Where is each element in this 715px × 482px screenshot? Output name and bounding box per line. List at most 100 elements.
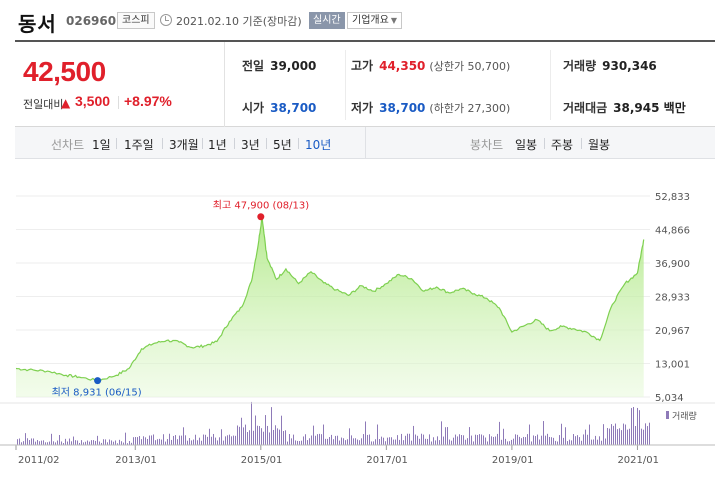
tab-1day[interactable]: 1일	[92, 138, 111, 152]
volume-bar	[287, 441, 288, 445]
volume-bar	[435, 440, 436, 445]
volume-bar	[421, 433, 422, 445]
volume-bar	[141, 439, 142, 445]
volume-bar	[379, 439, 380, 445]
range-split-divider	[365, 127, 366, 159]
price-chart-svg: 52,833 44,866 36,900 28,933 20,967 13,001 5,03…	[0, 192, 715, 466]
x-tick-label: 2021/01	[617, 455, 659, 466]
volume-bar	[67, 441, 68, 445]
volume-bar	[293, 434, 294, 445]
volume-bar	[55, 442, 56, 445]
volume-bar	[271, 407, 272, 445]
company-overview-button[interactable]: 기업개요 ▼	[347, 12, 402, 29]
volume-stat: 거래량 930,346	[563, 57, 657, 74]
realtime-button[interactable]: 실시간	[309, 12, 345, 29]
volume-bar	[467, 438, 468, 445]
tab-separator	[544, 138, 545, 149]
volume-bar	[315, 435, 316, 445]
low-stat: 저가 38,700 (하한가 27,300)	[351, 99, 510, 116]
volume-bar	[555, 440, 556, 445]
lower-limit: (하한가 27,300)	[429, 102, 511, 115]
volume-bar	[95, 440, 96, 445]
volume-bar	[319, 433, 320, 445]
volume-bar	[377, 424, 378, 445]
volume-bar	[527, 434, 528, 445]
volume-bar	[385, 441, 386, 445]
volume-bar	[595, 435, 596, 445]
volume-bar	[503, 428, 504, 445]
volume-bar	[381, 436, 382, 445]
volume-bar	[389, 437, 390, 445]
volume-bar	[561, 423, 562, 445]
tab-daily-candle[interactable]: 일봉	[515, 138, 538, 152]
volume-bar	[313, 425, 314, 445]
change-amount: 3,500	[75, 93, 111, 109]
tab-3month[interactable]: 3개월	[169, 138, 199, 152]
volume-bar	[35, 441, 36, 445]
volume-bar	[491, 436, 492, 445]
tab-weekly-candle[interactable]: 주봉	[551, 138, 574, 152]
volume-bar	[629, 428, 630, 445]
min-marker	[94, 377, 102, 385]
volume-bar	[647, 426, 648, 445]
y-tick-label: 20,967	[655, 326, 690, 337]
open-value: 38,700	[270, 101, 317, 115]
volume-bar	[365, 421, 366, 445]
tab-10year[interactable]: 10년	[305, 138, 332, 152]
volume-bar	[431, 441, 432, 445]
tab-monthly-candle[interactable]: 월봉	[588, 138, 611, 152]
tab-1week[interactable]: 1주일	[124, 138, 154, 152]
volume-bar	[423, 434, 424, 445]
tab-3year[interactable]: 3년	[241, 138, 260, 152]
volume-bar	[437, 436, 438, 445]
volume-bar	[449, 439, 450, 445]
volume-bar	[273, 429, 274, 445]
volume-bar	[581, 440, 582, 445]
volume-bar	[233, 435, 234, 445]
volume-bar	[275, 425, 276, 445]
volume-bar	[93, 440, 94, 445]
volume-bar	[465, 439, 466, 445]
volume-bar	[469, 427, 470, 445]
volume-bar	[263, 431, 264, 445]
min-label: 최저 8,931 (06/15)	[52, 387, 142, 399]
volume-bar	[199, 437, 200, 445]
volume-bar	[463, 435, 464, 445]
volume-bar	[127, 443, 128, 445]
volume-bar	[171, 439, 172, 445]
volume-bar	[243, 427, 244, 445]
volume-bar	[617, 429, 618, 445]
volume-bar	[81, 440, 82, 445]
x-tick-label: 2013/01	[115, 455, 157, 466]
line-chart-label: 선차트	[51, 138, 85, 152]
volume-bar	[591, 439, 592, 445]
volume-bar	[391, 437, 392, 445]
volume-legend-label: 거래량	[672, 410, 697, 422]
volume-bar	[611, 424, 612, 445]
price-chart[interactable]: 52,833 44,866 36,900 28,933 20,967 13,001 5,03…	[0, 159, 715, 482]
volume-bar	[457, 436, 458, 445]
volume-bar	[63, 443, 64, 445]
volume-bar	[297, 440, 298, 445]
volume-bar	[237, 425, 238, 445]
volume-bar	[29, 440, 30, 445]
tab-5year[interactable]: 5년	[273, 138, 292, 152]
volume-bar	[137, 437, 138, 445]
volume-bar	[355, 438, 356, 445]
volume-bar	[633, 407, 634, 445]
volume-bar	[305, 434, 306, 445]
volume-bar	[307, 440, 308, 445]
volume-bar	[545, 435, 546, 445]
volume-bar	[61, 441, 62, 445]
volume-bar	[139, 436, 140, 445]
volume-legend-swatch	[666, 411, 669, 419]
volume-bar	[185, 435, 186, 445]
volume-bar	[249, 430, 250, 445]
x-tick-label: 2019/01	[492, 455, 534, 466]
volume-bar	[27, 438, 28, 445]
volume-bar	[153, 434, 154, 445]
tab-1year[interactable]: 1년	[208, 138, 227, 152]
x-tick-label: 2017/01	[366, 455, 408, 466]
volume-bar	[637, 407, 638, 445]
volume-bar	[181, 435, 182, 445]
